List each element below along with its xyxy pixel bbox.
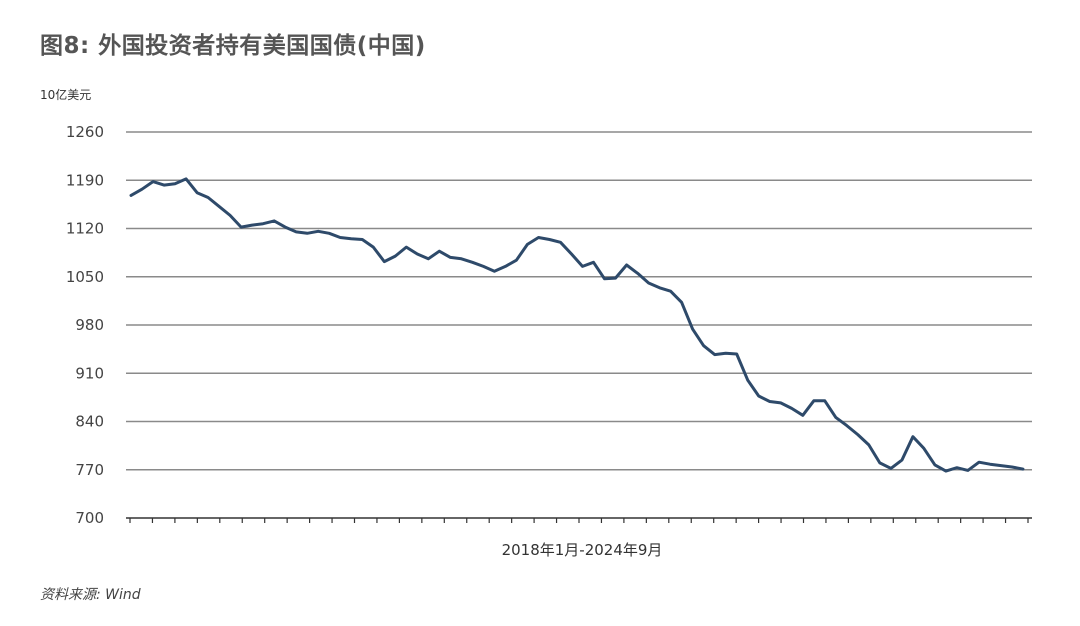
- y-tick-label: 910: [75, 364, 104, 382]
- grid-lines: [126, 131, 1032, 471]
- series-line: [129, 177, 1025, 473]
- chart-title: 图8: 外国投资者持有美国国债(中国): [40, 33, 426, 59]
- y-tick-label: 1190: [66, 171, 104, 189]
- y-axis-unit-label: 10亿美元: [40, 88, 92, 102]
- y-tick-label: 980: [75, 316, 104, 334]
- source-note: 资料来源: Wind: [40, 587, 141, 603]
- y-tick-label: 700: [75, 509, 104, 527]
- y-tick-label: 770: [75, 461, 104, 479]
- y-tick-label: 1260: [66, 123, 104, 141]
- y-tick-label: 1050: [66, 268, 104, 286]
- x-axis: [126, 517, 1032, 523]
- x-axis-label: 2018年1月-2024年9月: [502, 541, 663, 559]
- series-layer: [129, 177, 1025, 473]
- y-tick-label: 1120: [66, 220, 104, 238]
- y-axis-tick-labels: 1260 1190 1120 1050 980 910 840 770 700: [66, 123, 104, 527]
- y-tick-label: 840: [75, 413, 104, 431]
